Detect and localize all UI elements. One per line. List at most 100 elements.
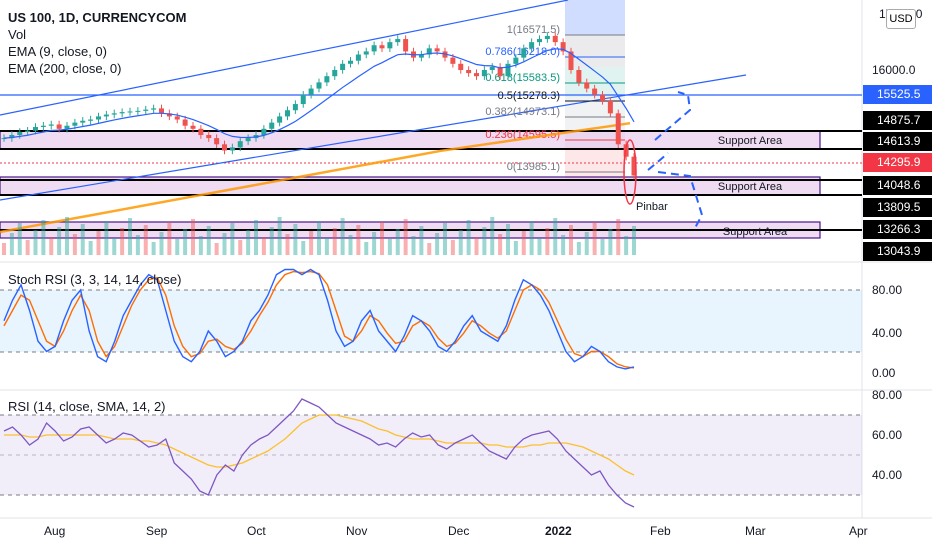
volume-bar — [387, 239, 392, 255]
ema200-legend[interactable]: EMA (200, close, 0) — [8, 61, 122, 76]
volume-bar — [632, 226, 636, 255]
volume-bar — [120, 228, 125, 255]
volume-bar — [364, 242, 369, 255]
volume-bar — [576, 242, 581, 255]
candle-body — [458, 63, 464, 70]
symbol-title[interactable]: US 100, 1D, CURRENCYCOM — [8, 10, 187, 25]
time-axis-label: Apr — [849, 524, 868, 538]
rsi-line — [3, 398, 635, 508]
candle-body — [245, 138, 251, 142]
projection-path — [657, 171, 704, 229]
pinbar-ellipse — [623, 139, 637, 205]
fib-label: 0.5(15278.3) — [498, 90, 560, 102]
stoch-legend[interactable]: Stoch RSI (3, 3, 14, 14, close) — [8, 272, 182, 287]
volume-bar — [151, 242, 156, 255]
candle-body — [190, 125, 196, 129]
fib-label: 0.618(15583.5) — [485, 72, 560, 84]
volume-bar — [380, 222, 384, 255]
candle-body — [182, 119, 188, 126]
candle-body — [119, 112, 125, 114]
trendline-upper — [0, 0, 569, 116]
volume-bar — [96, 231, 101, 255]
main-legend: US 100, 1D, CURRENCYCOM Vol EMA (9, clos… — [8, 9, 186, 77]
volume-bar — [159, 232, 164, 255]
candle-body — [363, 51, 369, 55]
volume-bar — [521, 231, 526, 255]
volume-bar — [450, 240, 455, 255]
candle-body — [592, 88, 598, 95]
volume-bar — [529, 221, 534, 255]
candle-body — [489, 66, 495, 70]
candle-body — [159, 108, 164, 114]
volume-bar — [592, 222, 597, 255]
volume-bar — [135, 235, 140, 255]
candle-body — [198, 128, 204, 136]
vol-legend[interactable]: Vol — [8, 27, 27, 42]
stoch-k-line — [3, 268, 635, 370]
volume-bar — [25, 240, 30, 255]
volume-bar — [214, 243, 219, 255]
volume-bar — [474, 237, 479, 255]
candle-body — [332, 70, 338, 77]
time-axis-label: Mar — [745, 524, 766, 538]
volume-bar — [128, 218, 132, 255]
fib-zone-top — [565, 0, 625, 35]
volume-bar — [72, 234, 77, 255]
candle-body — [426, 48, 432, 55]
ema9-legend[interactable]: EMA (9, close, 0) — [8, 44, 107, 59]
volume-bar — [458, 230, 463, 255]
rsi-legend[interactable]: RSI (14, close, SMA, 14, 2) — [8, 399, 166, 414]
price-tag: 15525.5 — [863, 85, 932, 104]
candle-body — [600, 94, 605, 101]
candle-body — [151, 108, 157, 110]
volume-bar — [301, 241, 306, 255]
support-area-box — [0, 130, 821, 150]
volume-bar — [112, 238, 117, 255]
candle-body — [434, 48, 440, 52]
volume-bar — [309, 231, 314, 255]
volume-bar — [269, 227, 274, 255]
price-tag: 13266.3 — [863, 220, 932, 239]
volume-bar — [435, 233, 440, 255]
volume-bar — [443, 223, 447, 255]
candle-body — [214, 138, 220, 145]
volume-bar — [545, 228, 550, 255]
candle-body — [371, 45, 377, 52]
candle-body — [568, 51, 574, 70]
stoch-band — [0, 290, 862, 352]
volume-bar — [498, 234, 503, 255]
volume-bar — [9, 233, 14, 255]
volume-bar — [206, 226, 211, 255]
ema9-line — [3, 48, 635, 139]
volume-bar — [427, 243, 432, 255]
candle-body — [607, 100, 613, 114]
candle-body — [450, 57, 456, 64]
candle-body — [529, 42, 535, 49]
candle-body — [316, 82, 322, 89]
fib-label: 0.236(14595.5) — [485, 129, 560, 141]
volume-bar — [80, 224, 85, 255]
volume-bar — [277, 217, 282, 255]
time-axis-label: Sep — [146, 524, 168, 538]
volume-bar — [419, 226, 424, 255]
candle-body — [56, 124, 62, 129]
volume-bar — [600, 239, 605, 255]
candle-body — [481, 70, 487, 77]
volume-bar — [490, 217, 495, 255]
volume-bar — [49, 237, 54, 255]
support-area-label: Support Area — [723, 226, 788, 238]
candle-body — [513, 57, 519, 64]
candle-body — [33, 126, 38, 131]
time-axis-label: Nov — [346, 524, 368, 538]
candle-body — [277, 116, 283, 123]
candle-body — [269, 122, 275, 129]
volume-bar — [506, 224, 510, 255]
time-axis-label: Oct — [247, 524, 266, 538]
currency-button[interactable]: USD — [886, 9, 916, 29]
volume-bar — [513, 241, 518, 255]
candle-body — [521, 48, 527, 58]
volume-bar — [198, 236, 203, 255]
candle-body — [584, 82, 590, 89]
candle-body — [300, 94, 306, 105]
